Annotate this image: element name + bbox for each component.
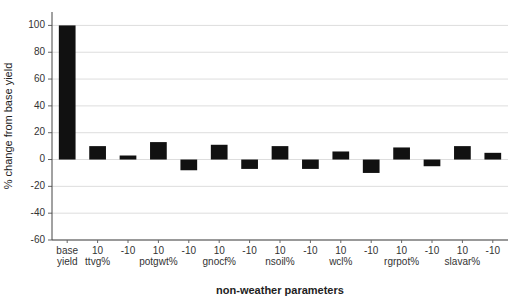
y-tick xyxy=(48,240,52,241)
bar xyxy=(484,153,501,160)
y-tick xyxy=(48,132,52,133)
x-tick-label: 10rgrpot% xyxy=(384,245,419,267)
x-tick-label: 10potgwt% xyxy=(139,245,177,267)
chart: -60 -40 -20 0 20 40 60 80 100 baseyield 10ttvg% -10… xyxy=(0,0,516,300)
x-tick-label: 10gnocf% xyxy=(203,245,236,267)
bar xyxy=(211,145,228,160)
x-tick-label: -10 xyxy=(425,245,440,256)
y-tick xyxy=(48,159,52,160)
y-tick-label: -20 xyxy=(31,180,46,191)
grid-line xyxy=(52,105,508,106)
y-tick-label: 20 xyxy=(34,126,46,137)
x-tick-label: -10 xyxy=(182,245,197,256)
y-tick-label: -60 xyxy=(31,234,46,245)
grid-line xyxy=(52,186,508,187)
x-tick-label: -10 xyxy=(364,245,379,256)
x-axis-label: non-weather parameters xyxy=(216,284,344,296)
bar xyxy=(332,151,349,159)
y-tick xyxy=(48,52,52,53)
y-tick xyxy=(48,213,52,214)
y-tick-label: 0 xyxy=(39,153,45,164)
bar xyxy=(120,156,137,160)
y-grid xyxy=(52,25,508,240)
x-tick-label: -10 xyxy=(303,245,318,256)
y-axis-line xyxy=(52,12,53,240)
bar xyxy=(302,160,319,169)
y-tick-label: 80 xyxy=(34,46,46,57)
y-axis-label: % change from base yield xyxy=(2,63,14,190)
grid-line xyxy=(52,25,508,26)
bar xyxy=(393,147,410,159)
y-tick xyxy=(48,186,52,187)
x-tick-label: -10 xyxy=(121,245,136,256)
x-tick-label: 10nsoil% xyxy=(265,245,295,267)
x-tick xyxy=(462,240,463,243)
bar xyxy=(363,160,380,173)
x-tick-label: 10wcl% xyxy=(328,245,352,267)
y-tick-label: 40 xyxy=(34,100,46,111)
x-tick xyxy=(67,240,68,243)
x-tick xyxy=(249,240,250,243)
x-tick-label: 10slavar% xyxy=(445,245,481,267)
x-tick xyxy=(310,240,311,243)
grid-line xyxy=(52,132,508,133)
x-tick xyxy=(432,240,433,243)
grid-line xyxy=(52,213,508,214)
x-tick-label: 10ttvg% xyxy=(85,245,110,267)
x-tick xyxy=(492,240,493,243)
y-tick xyxy=(48,105,52,106)
bar xyxy=(180,160,197,171)
bar xyxy=(59,25,76,159)
x-tick-label: -10 xyxy=(486,245,501,256)
bar xyxy=(424,160,441,167)
bars xyxy=(59,25,501,173)
x-tick xyxy=(158,240,159,243)
x-tick xyxy=(340,240,341,243)
x-tick xyxy=(128,240,129,243)
grid-line xyxy=(52,52,508,53)
x-tick xyxy=(280,240,281,243)
y-tick xyxy=(48,25,52,26)
x-tick xyxy=(371,240,372,243)
x-tick xyxy=(97,240,98,243)
x-tick-label: -10 xyxy=(242,245,257,256)
x-tick xyxy=(188,240,189,243)
x-tick xyxy=(401,240,402,243)
y-tick xyxy=(48,79,52,80)
y-tick-label: -40 xyxy=(31,207,46,218)
y-tick-label: 60 xyxy=(34,73,46,84)
bar xyxy=(241,160,258,169)
bar xyxy=(150,142,167,159)
grid-line xyxy=(52,79,508,80)
bar xyxy=(89,146,106,159)
y-tick-label: 100 xyxy=(28,19,45,30)
x-tick-label: baseyield xyxy=(56,245,78,267)
x-tick xyxy=(219,240,220,243)
bar xyxy=(272,146,289,159)
bar xyxy=(454,146,471,159)
